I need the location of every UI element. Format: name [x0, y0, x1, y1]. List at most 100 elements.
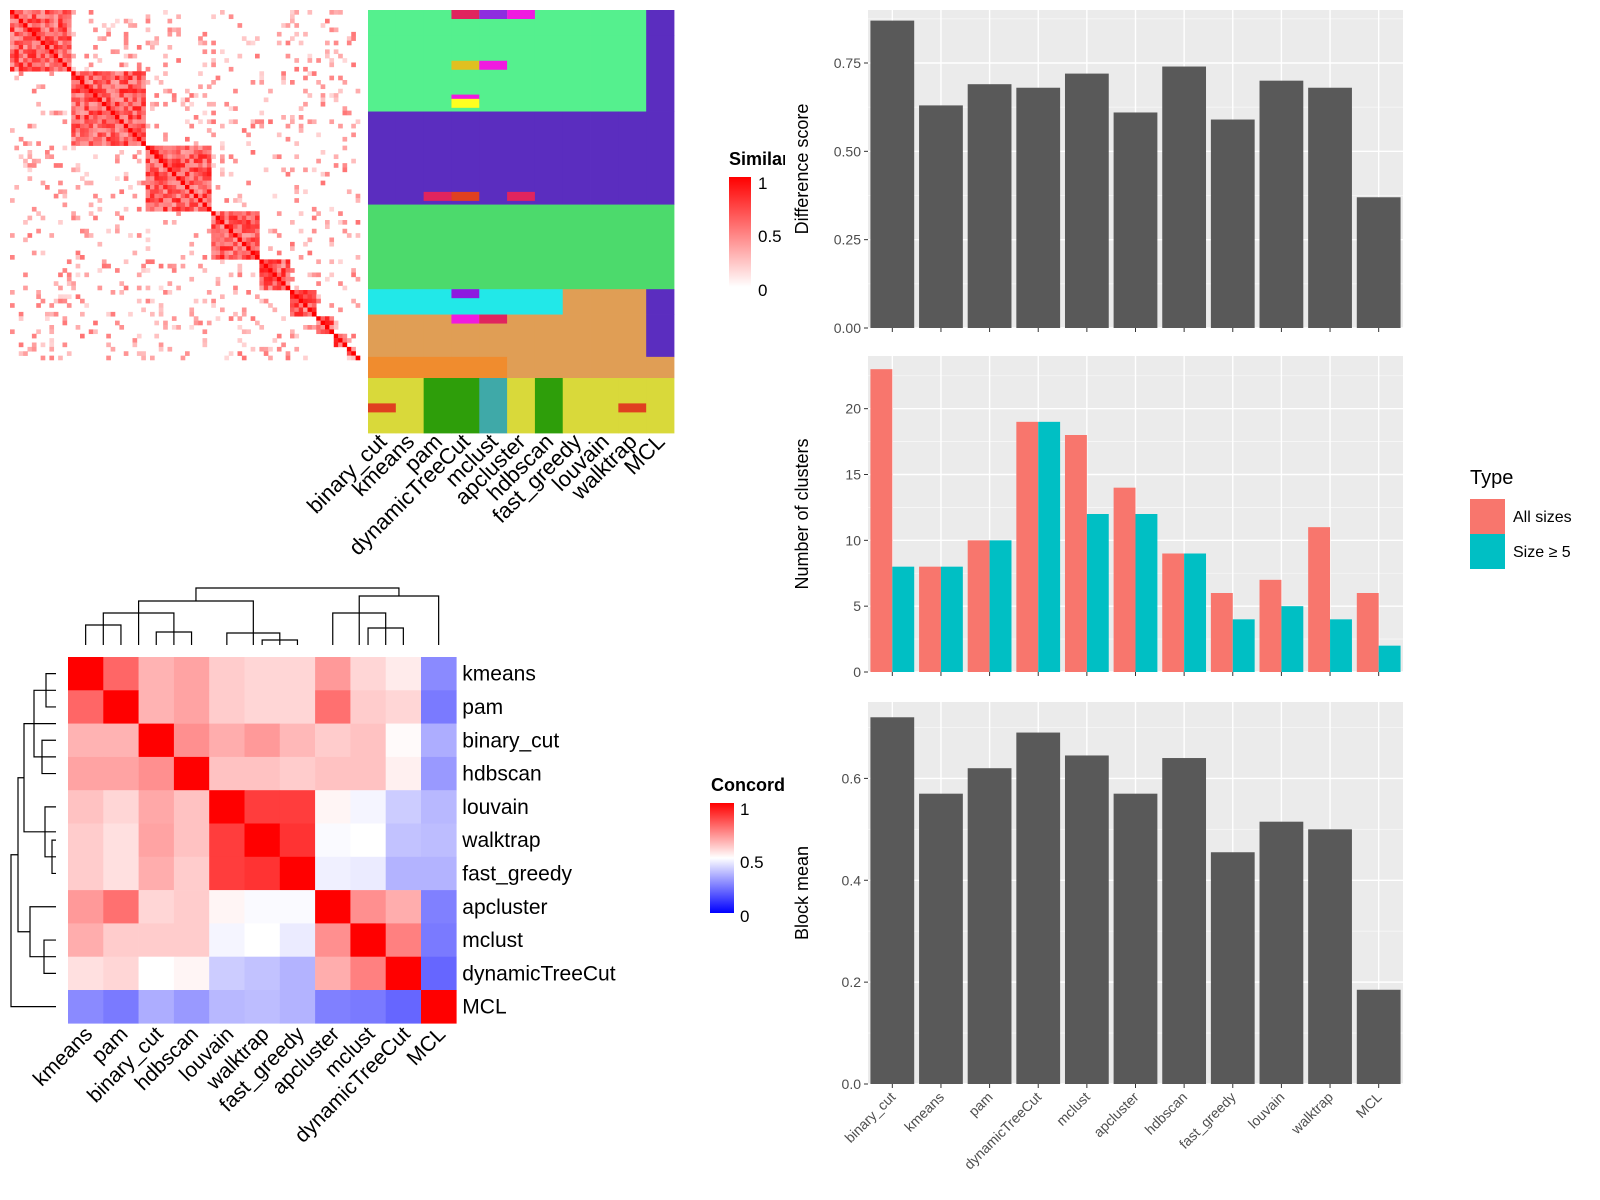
similarity-cell	[58, 220, 63, 225]
similarity-cell	[141, 71, 146, 76]
similarity-cell	[316, 211, 321, 216]
similarity-cell	[329, 325, 335, 330]
similarity-cell	[93, 329, 98, 335]
similarity-cell	[123, 351, 129, 356]
partition-block	[562, 111, 591, 205]
concordance-legend-tick: 0	[740, 907, 749, 926]
similarity-cell	[342, 58, 348, 63]
similarity-cell	[215, 215, 221, 221]
similarity-cell	[154, 167, 160, 173]
similarity-cell	[115, 141, 120, 146]
similarity-cell	[132, 93, 138, 98]
similarity-cell	[263, 167, 269, 173]
similarity-legend-bar	[729, 177, 751, 287]
similarity-cell	[185, 167, 190, 173]
similarity-cell	[106, 263, 111, 269]
similarity-cell	[10, 290, 15, 295]
similarity-cell	[316, 294, 321, 300]
similarity-cell	[49, 53, 55, 59]
similarity-cell	[202, 206, 208, 212]
similarity-cell	[145, 202, 151, 208]
similarity-cell	[141, 263, 146, 269]
similarity-cell	[150, 198, 155, 203]
similarity-cell	[263, 97, 269, 103]
similarity-cell	[185, 119, 190, 125]
similarity-cell	[285, 40, 291, 46]
similarity-cell	[97, 80, 103, 85]
similarity-cell	[145, 285, 151, 291]
partition-block	[507, 35, 536, 112]
similarity-cell	[263, 351, 269, 356]
similarity-cell	[53, 27, 59, 33]
similarity-cell	[241, 233, 247, 238]
similarity-cell	[303, 294, 308, 300]
similarity-cell	[80, 132, 85, 138]
similarity-cell	[75, 215, 81, 221]
similarity-cell	[202, 31, 208, 37]
similarity-cell	[228, 106, 234, 111]
similarity-cell	[180, 206, 186, 212]
similarity-cell	[132, 84, 138, 90]
concordance-cell	[350, 657, 386, 691]
partition-accent	[479, 314, 508, 324]
similarity-cell	[255, 211, 260, 216]
similarity-cell	[268, 272, 273, 278]
similarity-cell	[154, 163, 160, 168]
similarity-cell	[58, 18, 63, 24]
concordance-cell	[103, 790, 139, 824]
similarity-cell	[62, 23, 68, 28]
similarity-cell	[290, 119, 295, 125]
concordance-cell	[68, 990, 104, 1024]
similarity-cell	[58, 27, 63, 33]
similarity-cell	[193, 154, 199, 160]
similarity-cell	[110, 115, 116, 120]
bar	[1016, 732, 1061, 1084]
similarity-cell	[176, 211, 181, 216]
similarity-cell	[307, 237, 313, 243]
similarity-cell	[211, 101, 216, 107]
similarity-cell	[93, 106, 98, 111]
similarity-cell	[150, 158, 155, 164]
similarity-cell	[303, 298, 308, 304]
similarity-cell	[80, 110, 85, 116]
similarity-cell	[246, 290, 251, 295]
partition-block	[479, 289, 508, 315]
similarity-cell	[237, 211, 243, 216]
similarity-cell	[290, 115, 295, 120]
similarity-cell	[119, 80, 125, 85]
similarity-cell	[31, 123, 37, 129]
similarity-cell	[290, 333, 295, 339]
similarity-cell	[75, 75, 81, 81]
similarity-cell	[75, 101, 81, 107]
similarity-cell	[119, 281, 125, 286]
similarity-cell	[14, 66, 20, 72]
similarity-cell	[10, 45, 15, 50]
similarity-cell	[255, 237, 260, 243]
similarity-cell	[211, 80, 216, 85]
similarity-cell	[180, 193, 186, 199]
similarity-cell	[171, 158, 177, 164]
similarity-cell	[167, 193, 173, 199]
concordance-column-label: MCL	[403, 1023, 451, 1071]
partition-block	[562, 289, 591, 315]
bar-size-5	[1135, 514, 1158, 672]
similarity-cell	[198, 198, 203, 203]
similarity-cell	[40, 180, 46, 186]
similarity-cell	[202, 255, 208, 260]
similarity-cell	[136, 97, 142, 103]
y-tick-label: 0.6	[842, 770, 862, 786]
similarity-cell	[171, 198, 177, 203]
similarity-cell	[224, 241, 230, 247]
similarity-cell	[97, 123, 103, 129]
similarity-cell	[110, 80, 116, 85]
partition-accent	[451, 314, 480, 324]
partition-block	[451, 111, 480, 205]
similarity-cell	[311, 294, 317, 300]
similarity-cell	[10, 31, 15, 37]
similarity-cell	[154, 180, 160, 186]
similarity-cell	[329, 58, 335, 63]
similarity-cell	[224, 101, 230, 107]
similarity-cell	[176, 58, 181, 63]
similarity-cell	[128, 75, 133, 81]
